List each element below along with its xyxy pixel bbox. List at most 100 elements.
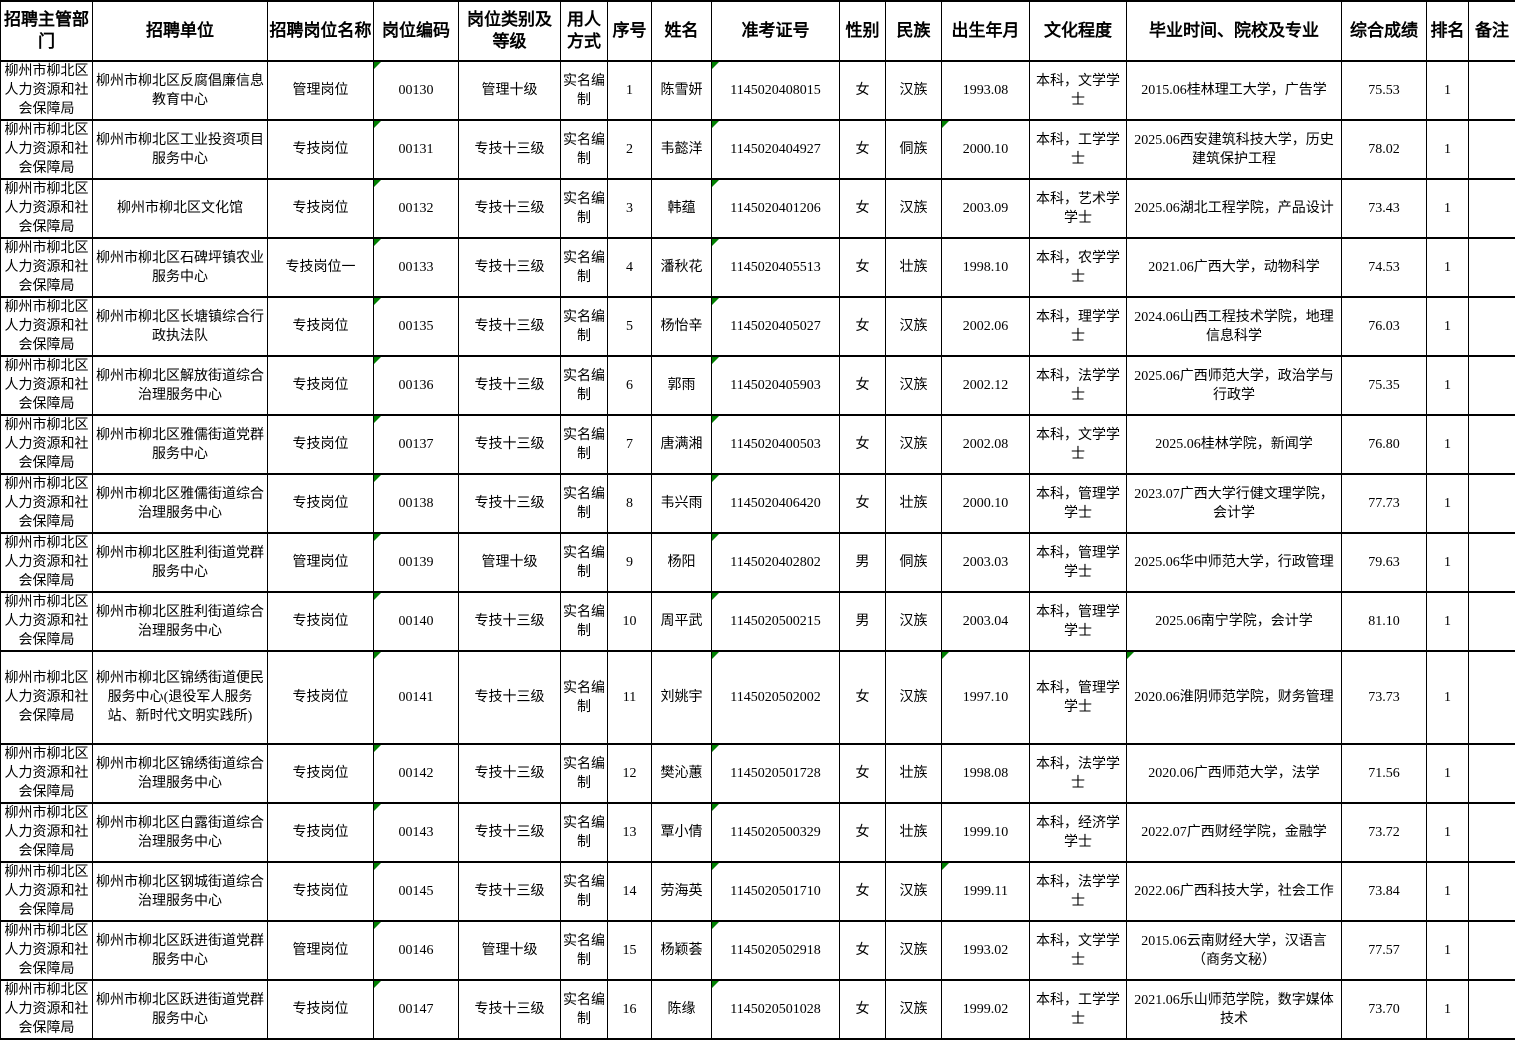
- cell-rank: 1: [1426, 591, 1469, 652]
- cell-post-name: 专技岗位: [267, 802, 374, 863]
- cell-birth-date: 1998.10: [941, 237, 1030, 298]
- cell-post-name: 专技岗位: [267, 979, 374, 1040]
- cell-birth-date: 2002.12: [941, 355, 1030, 416]
- cell-rank: 1: [1426, 178, 1469, 239]
- cell-post-name: 专技岗位: [267, 414, 374, 475]
- cell-gender: 女: [839, 920, 886, 981]
- cell-education: 本科，管理学学士: [1029, 532, 1127, 593]
- table-body: 柳州市柳北区人力资源和社会保障局 柳州市柳北区反腐倡廉信息教育中心 管理岗位 0013…: [0, 60, 1515, 1040]
- cell-score: 73.43: [1341, 178, 1427, 239]
- cell-seq: 9: [607, 532, 652, 593]
- cell-dept: 柳州市柳北区人力资源和社会保障局: [0, 355, 93, 416]
- cell-name: 潘秋花: [651, 237, 712, 298]
- cell-rank: 1: [1426, 861, 1469, 922]
- cell-score: 78.02: [1341, 119, 1427, 180]
- cell-post-category: 专技十三级: [458, 237, 561, 298]
- column-header-education: 文化程度: [1029, 0, 1127, 62]
- cell-post-code: 00137: [373, 414, 459, 475]
- table-row: 柳州市柳北区人力资源和社会保障局 柳州市柳北区锦绣街道便民服务中心(退役军人服务站…: [0, 650, 1515, 745]
- cell-dept: 柳州市柳北区人力资源和社会保障局: [0, 802, 93, 863]
- cell-dept: 柳州市柳北区人力资源和社会保障局: [0, 296, 93, 357]
- cell-gender: 女: [839, 473, 886, 534]
- cell-seq: 16: [607, 979, 652, 1040]
- cell-ethnicity: 汉族: [885, 60, 942, 121]
- column-header-post-name: 招聘岗位名称: [267, 0, 374, 62]
- cell-birth-date: 2003.03: [941, 532, 1030, 593]
- cell-rank: 1: [1426, 296, 1469, 357]
- cell-unit: 柳州市柳北区胜利街道党群服务中心: [92, 532, 268, 593]
- cell-post-category: 专技十三级: [458, 296, 561, 357]
- cell-score: 74.53: [1341, 237, 1427, 298]
- column-header-post-category: 岗位类别及等级: [458, 0, 561, 62]
- cell-ticket-no: 1145020501710: [711, 861, 840, 922]
- cell-graduation: 2021.06乐山师范学院，数字媒体技术: [1126, 979, 1342, 1040]
- cell-birth-date: 2000.10: [941, 119, 1030, 180]
- cell-ticket-no: 1145020501028: [711, 979, 840, 1040]
- cell-post-category: 专技十三级: [458, 802, 561, 863]
- cell-unit: 柳州市柳北区反腐倡廉信息教育中心: [92, 60, 268, 121]
- cell-unit: 柳州市柳北区长塘镇综合行政执法队: [92, 296, 268, 357]
- cell-post-code: 00136: [373, 355, 459, 416]
- cell-post-category: 专技十三级: [458, 979, 561, 1040]
- cell-post-code: 00139: [373, 532, 459, 593]
- cell-graduation: 2023.07广西大学行健文理学院，会计学: [1126, 473, 1342, 534]
- cell-post-category: 管理十级: [458, 60, 561, 121]
- cell-score: 73.73: [1341, 650, 1427, 745]
- cell-unit: 柳州市柳北区锦绣街道便民服务中心(退役军人服务站、新时代文明实践所): [92, 650, 268, 745]
- cell-dept: 柳州市柳北区人力资源和社会保障局: [0, 861, 93, 922]
- cell-graduation: 2025.06华中师范大学，行政管理: [1126, 532, 1342, 593]
- table-row: 柳州市柳北区人力资源和社会保障局 柳州市柳北区长塘镇综合行政执法队 专技岗位 0013…: [0, 296, 1515, 357]
- cell-rank: 1: [1426, 743, 1469, 804]
- cell-seq: 4: [607, 237, 652, 298]
- cell-remark: [1468, 743, 1515, 804]
- cell-birth-date: 1999.11: [941, 861, 1030, 922]
- cell-seq: 6: [607, 355, 652, 416]
- cell-seq: 14: [607, 861, 652, 922]
- cell-graduation: 2021.06广西大学，动物科学: [1126, 237, 1342, 298]
- cell-unit: 柳州市柳北区胜利街道综合治理服务中心: [92, 591, 268, 652]
- cell-seq: 10: [607, 591, 652, 652]
- cell-ticket-no: 1145020408015: [711, 60, 840, 121]
- cell-education: 本科，文学学士: [1029, 414, 1127, 475]
- column-header-remark: 备注: [1468, 0, 1515, 62]
- cell-birth-date: 2002.06: [941, 296, 1030, 357]
- cell-post-category: 专技十三级: [458, 650, 561, 745]
- cell-unit: 柳州市柳北区解放街道综合治理服务中心: [92, 355, 268, 416]
- cell-post-name: 专技岗位: [267, 650, 374, 745]
- cell-employment-type: 实名编制: [560, 119, 608, 180]
- cell-employment-type: 实名编制: [560, 414, 608, 475]
- cell-gender: 女: [839, 119, 886, 180]
- cell-rank: 1: [1426, 920, 1469, 981]
- cell-post-code: 00145: [373, 861, 459, 922]
- cell-unit: 柳州市柳北区跃进街道党群服务中心: [92, 979, 268, 1040]
- cell-ethnicity: 汉族: [885, 861, 942, 922]
- cell-education: 本科，文学学士: [1029, 920, 1127, 981]
- cell-post-name: 专技岗位一: [267, 237, 374, 298]
- cell-birth-date: 2003.04: [941, 591, 1030, 652]
- cell-score: 73.84: [1341, 861, 1427, 922]
- cell-name: 杨阳: [651, 532, 712, 593]
- cell-post-category: 专技十三级: [458, 743, 561, 804]
- cell-birth-date: 1999.02: [941, 979, 1030, 1040]
- cell-post-name: 专技岗位: [267, 178, 374, 239]
- cell-gender: 男: [839, 591, 886, 652]
- column-header-graduation: 毕业时间、院校及专业: [1126, 0, 1342, 62]
- cell-post-category: 专技十三级: [458, 473, 561, 534]
- cell-post-name: 专技岗位: [267, 473, 374, 534]
- cell-unit: 柳州市柳北区白露街道综合治理服务中心: [92, 802, 268, 863]
- cell-seq: 5: [607, 296, 652, 357]
- cell-ethnicity: 汉族: [885, 650, 942, 745]
- cell-rank: 1: [1426, 473, 1469, 534]
- column-header-ethnicity: 民族: [885, 0, 942, 62]
- cell-post-category: 管理十级: [458, 532, 561, 593]
- cell-education: 本科，工学学士: [1029, 979, 1127, 1040]
- cell-dept: 柳州市柳北区人力资源和社会保障局: [0, 532, 93, 593]
- cell-post-code: 00131: [373, 119, 459, 180]
- cell-education: 本科，法学学士: [1029, 743, 1127, 804]
- cell-rank: 1: [1426, 414, 1469, 475]
- cell-unit: 柳州市柳北区锦绣街道综合治理服务中心: [92, 743, 268, 804]
- cell-score: 76.03: [1341, 296, 1427, 357]
- cell-unit: 柳州市柳北区钢城街道综合治理服务中心: [92, 861, 268, 922]
- cell-post-category: 管理十级: [458, 920, 561, 981]
- cell-dept: 柳州市柳北区人力资源和社会保障局: [0, 979, 93, 1040]
